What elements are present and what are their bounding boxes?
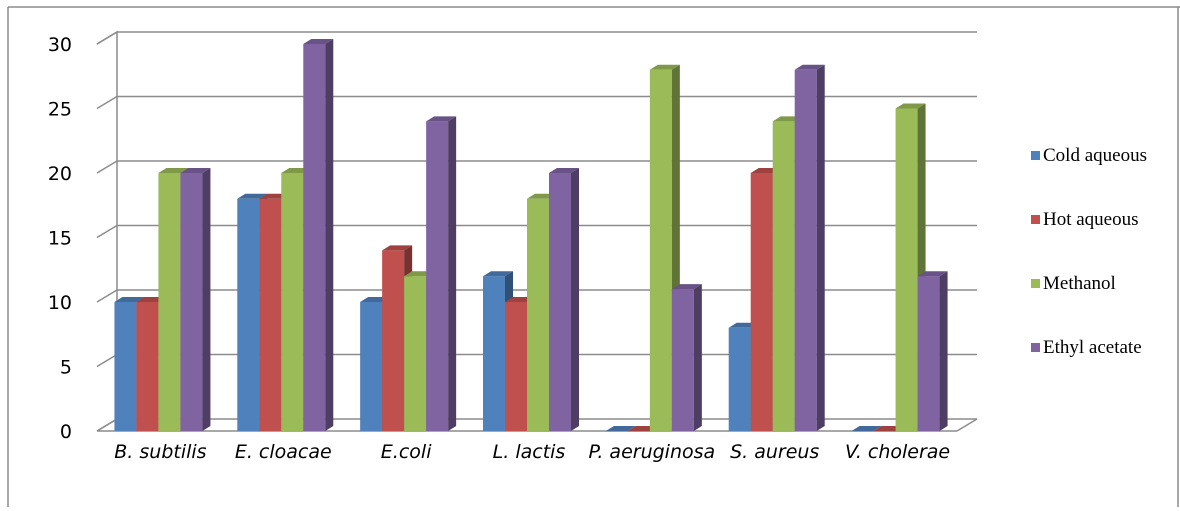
bar [180,168,211,431]
bar-top [605,426,636,431]
bars-layer [114,39,948,432]
bar-front [794,69,817,432]
bar [794,64,825,432]
bar-top [114,297,145,302]
bar-front [505,302,527,431]
bar-front [671,289,694,431]
y-tick-label: 0 [60,421,72,443]
legend-label: Hot aqueous [1043,209,1139,230]
bar-front [549,173,571,431]
x-tick-label: E. cloacae [235,441,332,463]
legend-label: Ethyl acetate [1043,337,1142,358]
bar-front [527,198,549,431]
legend-swatch [1031,151,1040,160]
bar-top [895,103,926,109]
legend-label: Methanol [1043,273,1116,294]
bar-front [136,302,159,431]
bar-front [180,173,203,431]
bar [426,116,457,432]
bar-front [483,276,505,431]
bar-top [851,426,882,431]
bar-front [772,121,795,432]
bar-top [237,193,268,199]
y-tick-label: 10 [48,292,72,314]
bar [303,39,334,431]
bar-top [158,168,189,173]
bar-top [382,245,413,251]
y-tick-label: 30 [48,34,72,56]
bar-front [404,276,427,431]
gridline [96,95,977,110]
bar-side [693,284,702,431]
bar-top [180,168,211,173]
bar-top [671,284,702,290]
bar-front [237,198,260,431]
bar-front [158,173,181,431]
bar [671,284,702,431]
bar-front [750,173,773,431]
bar-front [627,431,650,432]
bar-front [917,276,940,431]
y-axis-ticks: 0 5 10 15 20 25 30 [48,34,72,443]
x-tick-label: S. aureus [730,441,819,463]
bar-front [303,44,326,431]
bar-front [895,108,918,431]
bar-front [382,250,405,431]
bar-top [649,64,680,70]
bar-front [259,198,282,431]
bar-front [873,431,896,432]
bar-top [483,271,513,277]
legend-item: Methanol [1031,273,1116,294]
bar-front [728,327,751,431]
y-tick-label: 20 [48,163,72,185]
bar-top [426,116,457,122]
legend-item: Cold aqueous [1031,145,1147,166]
x-axis-ticks: B. subtilis E. cloacae E.coli L. lactis P. a… [114,441,950,463]
legend-label: Cold aqueous [1043,145,1147,166]
y-tick-label: 15 [48,228,72,250]
bar-front [605,431,628,432]
legend-swatch [1031,279,1040,288]
bar-top [549,168,579,173]
x-tick-label: L. lactis [493,441,566,463]
bar-side [202,168,211,431]
bar [917,271,948,431]
bar-side [325,39,334,431]
gridline [96,224,977,239]
bar-front [114,302,137,431]
bar-front [851,431,874,432]
y-tick-label: 5 [60,357,72,379]
bar [605,426,636,432]
bar [851,426,882,432]
floor-side-edge [956,418,978,432]
bar-front [360,302,383,431]
x-tick-label: E.coli [381,441,432,463]
legend-swatch [1031,215,1040,224]
x-tick-label: B. subtilis [114,441,206,463]
y-tick-label: 25 [48,99,72,121]
bar-side [571,168,579,431]
x-tick-label: P. aeruginosa [589,441,716,463]
bar-front [649,69,672,432]
bar-side [939,271,948,431]
bar-top [917,271,948,277]
bar-side [816,64,825,432]
legend: Cold aqueous Hot aqueous Methanol Ethyl ace… [1031,145,1147,358]
bar-top [303,39,334,44]
gridline [96,160,977,174]
legend-swatch [1031,343,1040,352]
bar [549,168,579,431]
gridline [96,31,977,45]
legend-item: Hot aqueous [1031,209,1139,230]
x-tick-label: V. cholerae [845,441,950,463]
bar-front [426,121,449,432]
bar-front [281,173,304,431]
legend-item: Ethyl acetate [1031,337,1142,358]
bar-side [448,116,457,432]
bar-top [794,64,825,70]
